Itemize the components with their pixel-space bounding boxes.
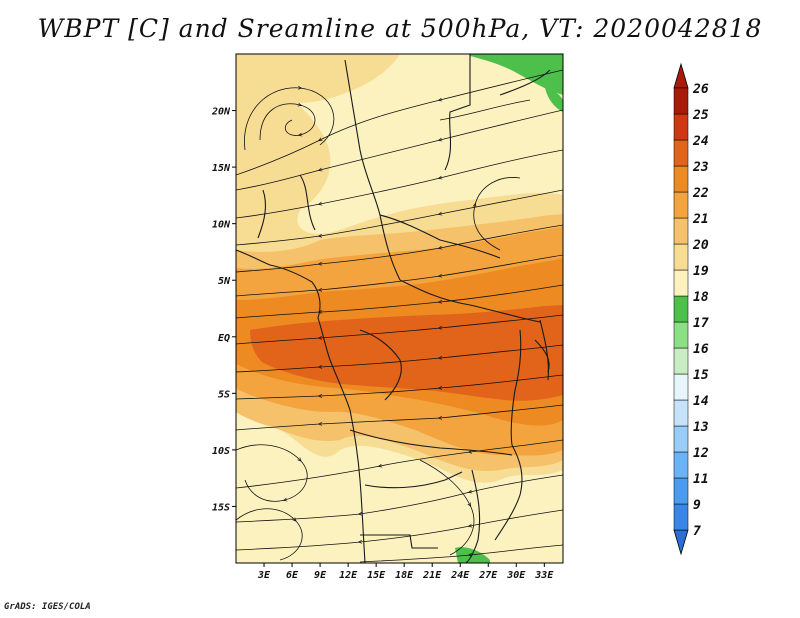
colorbar-segment — [673, 243, 689, 271]
colorbar-label: 20 — [692, 238, 709, 253]
x-tick-label: 27E — [478, 570, 498, 581]
colorbar-label: 12 — [693, 446, 709, 461]
colorbar-segment — [673, 451, 689, 479]
colorbar-segment — [673, 87, 689, 115]
y-axis: 20N 15N 10N 5N EQ 5S 10S 15S — [211, 107, 236, 513]
colorbar-segment — [673, 139, 689, 167]
x-tick-label: 18E — [395, 570, 414, 581]
colorbar-label: 16 — [693, 342, 709, 357]
colorbar-segment — [673, 321, 689, 349]
y-tick-label: 10S — [212, 446, 230, 457]
colorbar-label: 22 — [692, 186, 709, 201]
x-tick-label: 3E — [257, 570, 271, 581]
streamlines — [236, 69, 563, 563]
y-tick-label: 15N — [212, 163, 231, 174]
colorbar-segment — [673, 373, 689, 401]
colorbar-label: 26 — [692, 82, 709, 97]
colorbar-segment — [673, 217, 689, 245]
wbpt-field-18-east — [545, 88, 563, 112]
colorbar-label: 13 — [693, 420, 709, 435]
wbpt-field-20-north — [236, 54, 400, 103]
colorbar-label: 19 — [693, 264, 709, 279]
colorbar-segment — [673, 295, 689, 323]
colorbar-min-triangle — [673, 529, 689, 556]
colorbar-segment — [673, 165, 689, 193]
x-tick-label: 15E — [367, 570, 386, 581]
x-tick-label: 30E — [506, 570, 526, 581]
y-tick-label: 15S — [212, 502, 230, 513]
wbpt-field-18-northeast — [470, 54, 563, 95]
y-tick-label: 10N — [212, 220, 231, 231]
x-tick-label: 24E — [450, 570, 470, 581]
y-tick-label: 5N — [218, 276, 231, 287]
colorbar-label: 11 — [693, 472, 709, 487]
x-tick-label: 9E — [314, 570, 327, 581]
colorbar-label: 15 — [693, 368, 709, 383]
colorbar-label: 14 — [693, 394, 709, 409]
colorbar-label: 24 — [692, 134, 709, 149]
y-tick-label: 20N — [211, 107, 231, 118]
y-tick-label: 5S — [218, 389, 230, 400]
colorbar-segment — [673, 347, 689, 375]
credit-label: GrADS: IGES/COLA — [4, 602, 91, 612]
colorbar-label: 17 — [693, 316, 709, 331]
colorbar-segment — [673, 503, 689, 531]
y-tick-label: EQ — [218, 333, 230, 344]
colorbar-segment — [673, 425, 689, 453]
map-frame — [235, 53, 564, 564]
colorbar-label: 9 — [693, 498, 701, 513]
colorbar-segment — [673, 269, 689, 297]
colorbar-label: 7 — [693, 524, 701, 539]
map-plot-area — [236, 54, 563, 563]
colorbar-segment — [673, 191, 689, 219]
colorbar-segment — [673, 477, 689, 505]
x-tick-label: 21E — [422, 570, 442, 581]
colorbar-label: 25 — [692, 108, 709, 123]
chart-title: WBPT [C] and Sreamline at 500hPa, VT: 20… — [37, 14, 763, 43]
colorbar-max-triangle — [673, 62, 689, 89]
x-tick-label: 6E — [286, 570, 299, 581]
x-tick-label: 12E — [339, 570, 358, 581]
colorbar-label: 18 — [693, 290, 709, 305]
colorbar-segment — [673, 113, 689, 141]
colorbar-segment — [673, 399, 689, 427]
colorbar-label: 21 — [692, 212, 709, 227]
colorbar: 7 9 11 12 13 14 15 16 17 18 19 20 21 22 23 24 25 26 — [673, 62, 709, 556]
colorbar-label: 23 — [692, 160, 709, 175]
x-axis: 3E 6E 9E 12E 15E 18E 21E 24E 27E 30E 33E — [257, 563, 554, 581]
x-tick-label: 33E — [534, 570, 554, 581]
